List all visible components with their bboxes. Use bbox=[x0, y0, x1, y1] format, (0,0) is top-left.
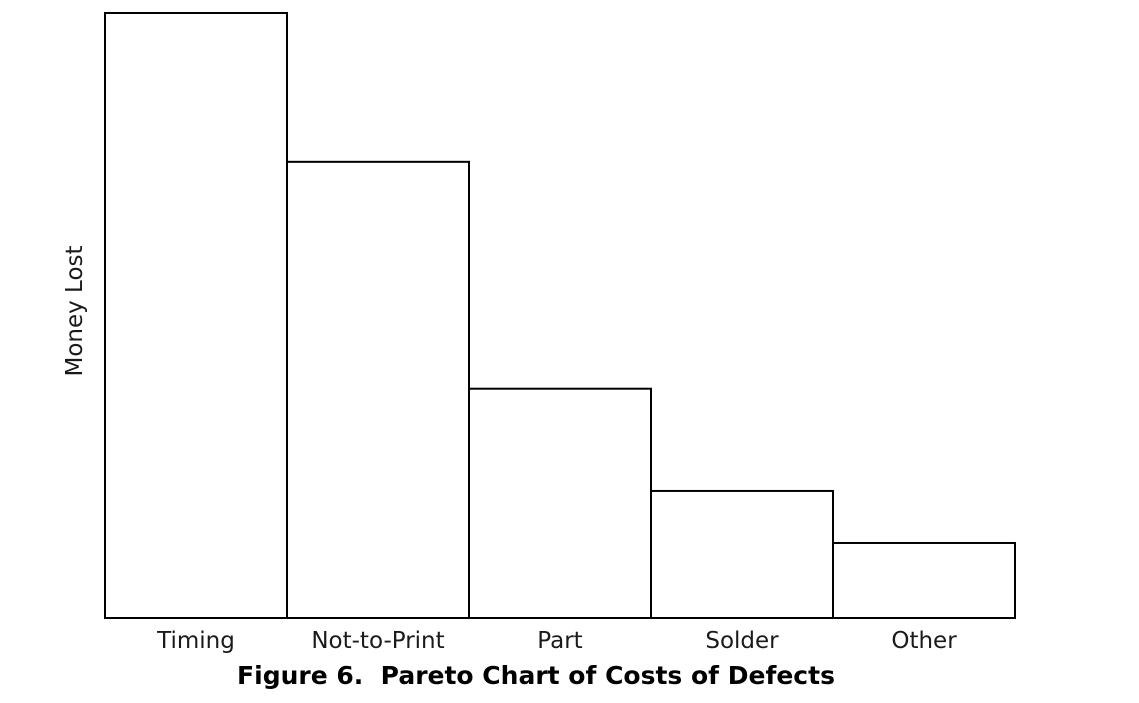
x-axis-label-other: Other bbox=[891, 628, 957, 654]
figure-caption: Figure 6. Pareto Chart of Costs of Defec… bbox=[237, 661, 835, 690]
y-axis-label: Money Lost bbox=[62, 245, 88, 377]
bar-other bbox=[832, 541, 1016, 619]
x-axis-label-part: Part bbox=[537, 628, 583, 654]
x-axis-labels: Timing Not-to-Print Part Solder Other bbox=[105, 627, 1015, 655]
x-axis-label-timing: Timing bbox=[157, 628, 235, 654]
bar-solder bbox=[650, 489, 834, 620]
bar-not-to-print bbox=[286, 160, 470, 620]
x-axis-label-solder: Solder bbox=[705, 628, 779, 654]
bar-part bbox=[468, 387, 652, 619]
x-axis-label-not-to-print: Not-to-Print bbox=[311, 628, 445, 654]
bar-timing bbox=[104, 12, 288, 619]
